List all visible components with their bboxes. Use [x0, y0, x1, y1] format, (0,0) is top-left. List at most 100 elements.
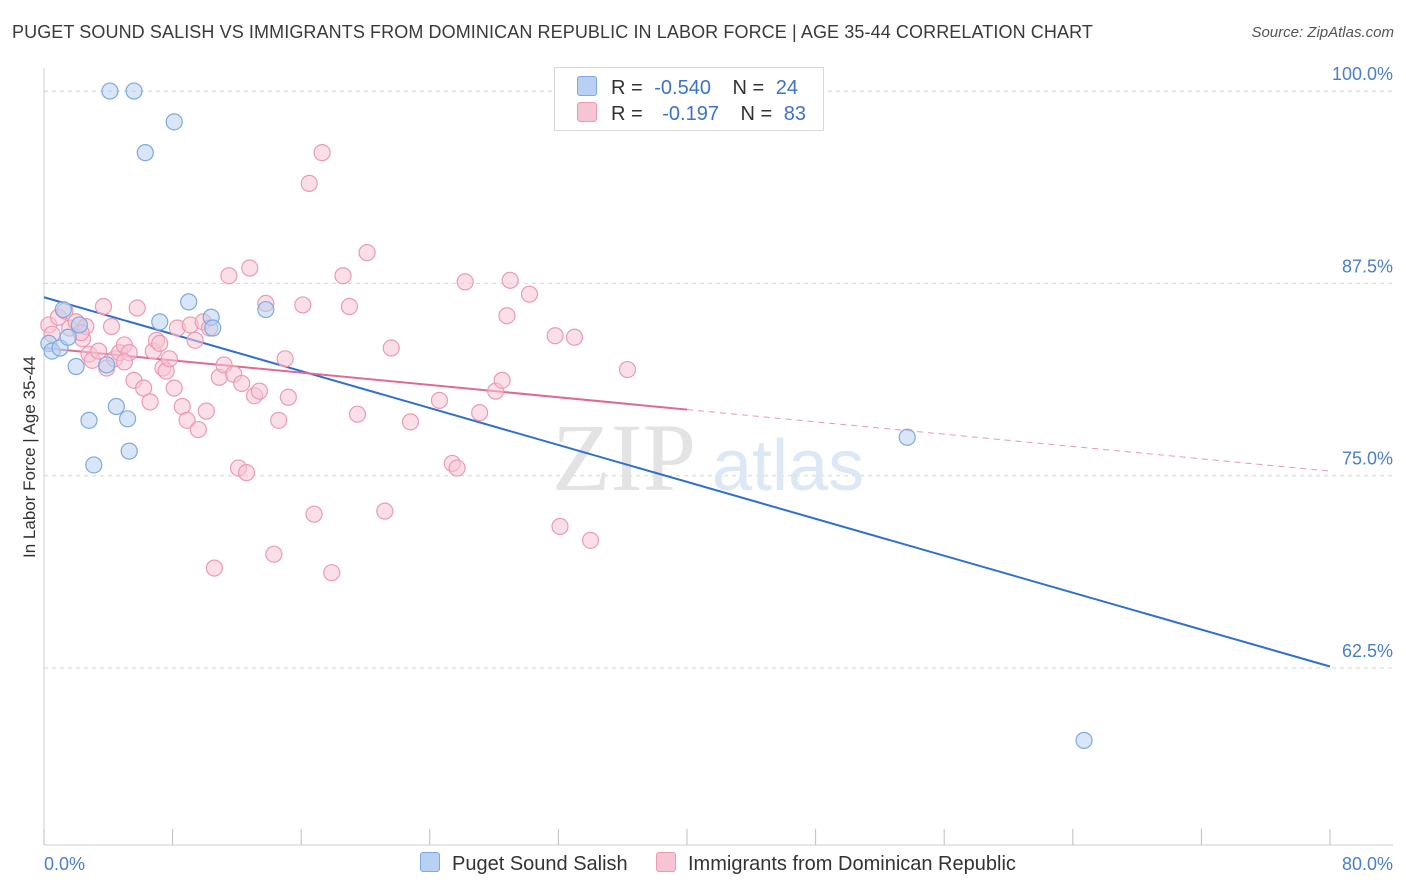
trend-lines — [43, 296, 1331, 668]
point-dominican-republic — [151, 334, 169, 353]
point-dominican-republic — [334, 267, 352, 285]
point-puget-sound-salish — [101, 82, 119, 100]
point-dominican-republic — [456, 273, 474, 291]
point-dominican-republic — [160, 350, 178, 368]
y-tick-label: 87.5% — [1342, 256, 1393, 276]
point-dominican-republic — [300, 174, 318, 192]
bottom-legend-dominican: Immigrants from Dominican Republic — [656, 852, 1016, 876]
point-dominican-republic — [189, 420, 207, 439]
point-dominican-republic — [565, 328, 584, 346]
point-dominican-republic — [493, 371, 511, 389]
trend-line-puget-sound-salish — [43, 296, 1331, 668]
point-dominican-republic — [90, 342, 108, 360]
point-dominican-republic — [276, 350, 294, 368]
point-dominican-republic — [498, 307, 516, 325]
legend-n-label: N = — [740, 103, 773, 125]
point-puget-sound-salish — [165, 113, 183, 131]
point-dominican-republic — [551, 517, 569, 536]
legend-r-label: R = — [611, 77, 643, 99]
point-puget-sound-salish — [59, 328, 77, 346]
bottom-legend-swatch-pink — [656, 852, 676, 872]
y-tick-label: 100.0% — [1332, 64, 1393, 84]
point-puget-sound-salish — [180, 293, 198, 311]
point-dominican-republic — [581, 531, 600, 549]
point-dominican-republic — [305, 505, 323, 523]
point-dominican-republic — [135, 379, 153, 397]
legend-r-label: R = — [611, 103, 643, 125]
point-dominican-republic — [382, 339, 400, 357]
watermark-zip: ZIP — [552, 404, 696, 511]
point-dominican-republic — [165, 379, 183, 397]
point-dominican-republic — [376, 502, 394, 520]
chart-title: PUGET SOUND SALISH VS IMMIGRANTS FROM DO… — [12, 22, 1093, 42]
bottom-legend-salish: Puget Sound Salish — [420, 852, 628, 876]
source-credit: Source: ZipAtlas.com — [1251, 24, 1394, 41]
bottom-legend-label: Puget Sound Salish — [452, 853, 628, 875]
point-dominican-republic — [102, 317, 121, 336]
legend-r-value: -0.540 — [654, 77, 711, 99]
y-axis-label: In Labor Force | Age 35-44 — [20, 356, 39, 558]
point-puget-sound-salish — [118, 410, 137, 428]
point-puget-sound-salish — [151, 313, 169, 331]
point-dominican-republic — [270, 411, 288, 429]
point-dominican-republic — [323, 564, 341, 582]
point-puget-sound-salish — [54, 300, 72, 319]
legend-row-dominican: R = -0.197 N = 83 — [577, 102, 806, 128]
correlation-legend: R = -0.540 N = 24 R = -0.197 N = 83 — [554, 67, 824, 131]
point-puget-sound-salish — [1075, 731, 1093, 749]
point-dominican-republic — [233, 374, 251, 393]
point-dominican-republic — [448, 459, 466, 477]
point-dominican-republic — [220, 267, 238, 285]
point-puget-sound-salish — [107, 397, 125, 416]
point-dominican-republic — [340, 297, 359, 316]
point-dominican-republic — [279, 388, 297, 406]
point-dominican-republic — [186, 331, 204, 349]
watermark: ZIP atlas — [552, 404, 864, 511]
point-dominican-republic — [241, 259, 259, 277]
point-dominican-republic — [115, 353, 133, 371]
point-dominican-republic — [294, 296, 312, 314]
y-tick-label: 62.5% — [1342, 641, 1393, 661]
point-dominican-republic — [348, 405, 367, 423]
legend-row-salish: R = -0.540 N = 24 — [577, 76, 798, 102]
axes — [43, 68, 1393, 846]
point-dominican-republic — [358, 244, 376, 262]
point-dominican-republic — [205, 559, 223, 577]
legend-r-value: -0.197 — [662, 103, 719, 125]
point-puget-sound-salish — [204, 319, 222, 337]
legend-n-value: 83 — [783, 103, 807, 125]
legend-n-value: 24 — [775, 77, 799, 99]
bottom-legend-label: Immigrants from Dominican Republic — [688, 853, 1016, 875]
point-puget-sound-salish — [70, 316, 88, 334]
legend-n-label: N = — [732, 77, 765, 99]
point-dominican-republic — [178, 411, 196, 429]
point-puget-sound-salish — [125, 82, 143, 100]
point-puget-sound-salish — [85, 456, 103, 474]
point-puget-sound-salish — [98, 356, 116, 374]
bottom-legend-swatch-blue — [420, 852, 440, 872]
point-dominican-republic — [401, 413, 420, 431]
point-dominican-republic — [128, 299, 146, 317]
point-dominican-republic — [94, 297, 113, 316]
point-dominican-republic — [546, 327, 564, 345]
point-dominican-republic — [250, 382, 269, 400]
legend-swatch-pink — [577, 102, 597, 122]
point-dominican-republic — [501, 271, 519, 289]
x-tick-label: 0.0% — [44, 854, 85, 874]
point-dominican-republic — [237, 464, 256, 482]
point-dominican-republic — [265, 545, 283, 563]
point-dominican-republic — [520, 285, 539, 303]
legend-swatch-blue — [577, 76, 597, 96]
point-dominican-republic — [197, 402, 215, 420]
point-dominican-republic — [618, 360, 637, 379]
y-tick-label: 75.0% — [1342, 449, 1393, 469]
point-dominican-republic — [430, 391, 449, 409]
point-puget-sound-salish — [67, 357, 85, 376]
point-puget-sound-salish — [257, 300, 275, 319]
x-tick-label: 80.0% — [1342, 854, 1393, 874]
data-points — [40, 82, 1093, 749]
point-puget-sound-salish — [898, 428, 916, 446]
point-puget-sound-salish — [136, 144, 154, 162]
trend-line-dominican-republic-extension — [686, 409, 1331, 472]
